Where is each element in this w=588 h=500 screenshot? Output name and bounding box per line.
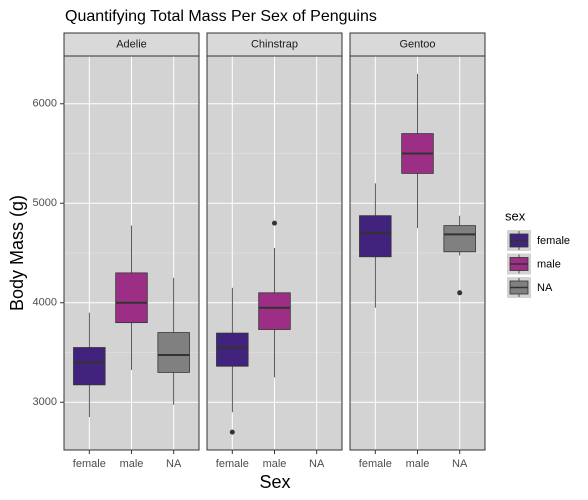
x-tick-label: male bbox=[406, 458, 430, 470]
x-tick-label: NA bbox=[309, 458, 325, 470]
box bbox=[115, 272, 148, 324]
x-axis-title: Sex bbox=[259, 472, 290, 492]
legend-title: sex bbox=[505, 208, 526, 223]
box bbox=[73, 347, 106, 386]
box bbox=[216, 332, 249, 367]
x-tick-label: female bbox=[359, 458, 392, 470]
box bbox=[157, 332, 190, 373]
y-tick-label: 6000 bbox=[33, 98, 57, 110]
x-tick-label: female bbox=[73, 458, 106, 470]
y-tick-label: 4000 bbox=[33, 297, 57, 309]
box bbox=[359, 215, 392, 258]
legend-label: NA bbox=[537, 282, 553, 294]
x-tick-label: male bbox=[263, 458, 287, 470]
chart-title: Quantifying Total Mass Per Sex of Pengui… bbox=[65, 8, 377, 25]
x-tick-label: NA bbox=[452, 458, 468, 470]
x-tick-label: male bbox=[120, 458, 144, 470]
outlier bbox=[229, 429, 235, 435]
y-tick-label: 3000 bbox=[33, 396, 57, 408]
box bbox=[443, 225, 476, 253]
y-tick-label: 5000 bbox=[33, 197, 57, 209]
x-tick-label: NA bbox=[166, 458, 182, 470]
panel-border bbox=[349, 55, 486, 451]
legend-label: female bbox=[537, 235, 570, 247]
x-tick-label: female bbox=[216, 458, 249, 470]
strip-label: Adelie bbox=[116, 38, 147, 50]
outlier bbox=[272, 220, 277, 226]
outlier bbox=[457, 290, 463, 296]
y-axis-title: Body Mass (g) bbox=[7, 195, 27, 311]
box bbox=[258, 292, 291, 330]
strip-label: Chinstrap bbox=[251, 38, 298, 50]
panel-border bbox=[63, 55, 200, 451]
legend-label: male bbox=[537, 258, 561, 270]
panel-border bbox=[206, 55, 343, 451]
strip-label: Gentoo bbox=[399, 38, 435, 50]
